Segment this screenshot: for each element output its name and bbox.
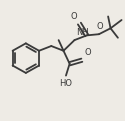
Text: O: O — [71, 12, 78, 21]
Text: O: O — [84, 48, 91, 57]
Text: O: O — [96, 22, 103, 31]
Text: NH: NH — [76, 28, 89, 37]
Text: HO: HO — [59, 79, 72, 88]
